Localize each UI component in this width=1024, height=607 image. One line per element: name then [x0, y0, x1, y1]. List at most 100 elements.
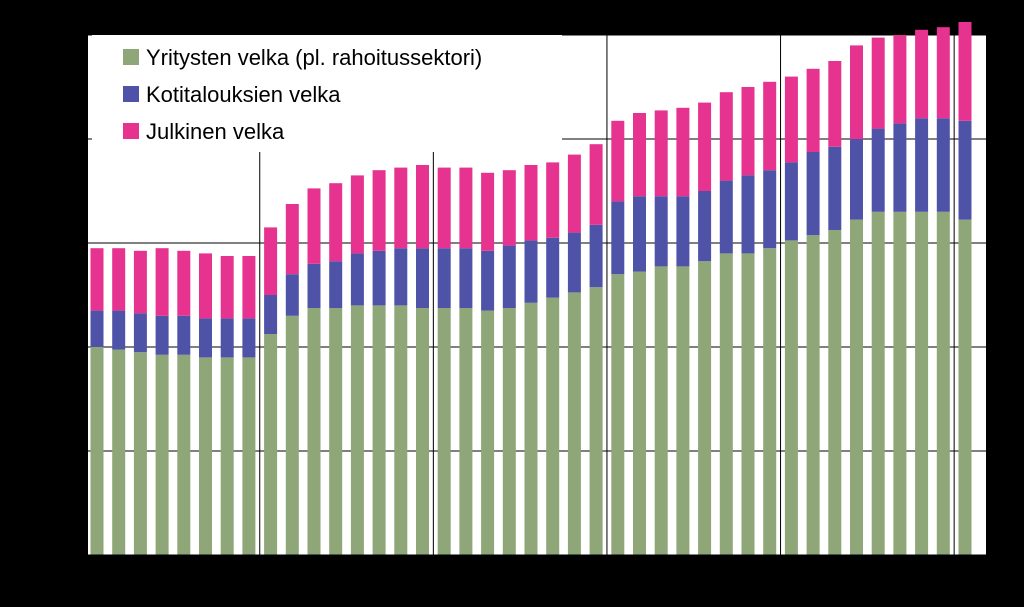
legend-box [92, 35, 562, 152]
bar-kotitalouksien-velka [481, 250, 495, 311]
bar-julkinen-velka [481, 172, 495, 251]
bar-yritysten-velka-pl-rahoitussektori [155, 354, 169, 555]
bar-kotitalouksien-velka [741, 175, 755, 254]
bar-kotitalouksien-velka [893, 123, 907, 212]
bar-kotitalouksien-velka [199, 318, 212, 358]
bar-kotitalouksien-velka [437, 248, 451, 308]
bar-kotitalouksien-velka [285, 274, 299, 316]
bar-kotitalouksien-velka [567, 232, 581, 293]
bar-julkinen-velka [850, 45, 863, 139]
bar-julkinen-velka [394, 167, 408, 249]
bar-yritysten-velka-pl-rahoitussektori [850, 219, 863, 555]
bar-kotitalouksien-velka [589, 224, 603, 288]
bar-yritysten-velka-pl-rahoitussektori [329, 308, 343, 555]
bar-yritysten-velka-pl-rahoitussektori [871, 211, 885, 556]
bar-yritysten-velka-pl-rahoitussektori [437, 308, 451, 555]
bar-yritysten-velka-pl-rahoitussektori [958, 219, 972, 555]
bar-yritysten-velka-pl-rahoitussektori [915, 211, 929, 556]
bar-julkinen-velka [307, 188, 321, 264]
bar-kotitalouksien-velka [676, 196, 690, 267]
bar-kotitalouksien-velka [633, 196, 646, 272]
bar-kotitalouksien-velka [936, 118, 950, 212]
bar-kotitalouksien-velka [502, 245, 516, 308]
bar-kotitalouksien-velka [242, 318, 256, 358]
bar-julkinen-velka [285, 204, 299, 275]
bar-yritysten-velka-pl-rahoitussektori [936, 211, 950, 556]
bar-kotitalouksien-velka [611, 201, 625, 275]
bar-julkinen-velka [763, 81, 777, 171]
bar-julkinen-velka [502, 170, 516, 246]
bar-yritysten-velka-pl-rahoitussektori [763, 248, 777, 555]
bar-yritysten-velka-pl-rahoitussektori [220, 357, 234, 555]
bar-yritysten-velka-pl-rahoitussektori [546, 297, 560, 555]
bar-julkinen-velka [611, 120, 625, 202]
bar-kotitalouksien-velka [329, 261, 343, 308]
bar-julkinen-velka [589, 144, 603, 225]
legend-swatch [123, 123, 139, 139]
bar-julkinen-velka [633, 113, 646, 197]
bar-yritysten-velka-pl-rahoitussektori [416, 308, 429, 555]
bar-julkinen-velka [112, 248, 126, 311]
bar-julkinen-velka [329, 183, 343, 262]
bar-yritysten-velka-pl-rahoitussektori [524, 302, 538, 555]
bar-kotitalouksien-velka [850, 139, 863, 220]
bar-kotitalouksien-velka [546, 237, 560, 298]
bar-kotitalouksien-velka [177, 315, 191, 355]
bar-yritysten-velka-pl-rahoitussektori [372, 305, 386, 555]
bar-kotitalouksien-velka [264, 295, 278, 334]
legend-swatch [123, 86, 139, 102]
bar-julkinen-velka [654, 110, 668, 197]
bar-yritysten-velka-pl-rahoitussektori [893, 211, 907, 556]
bars [90, 22, 972, 556]
bar-julkinen-velka [437, 167, 451, 249]
bar-kotitalouksien-velka [524, 240, 538, 303]
bar-julkinen-velka [350, 175, 364, 254]
bar-kotitalouksien-velka [654, 196, 668, 267]
bar-julkinen-velka [199, 253, 212, 319]
bar-julkinen-velka [719, 92, 733, 181]
bar-kotitalouksien-velka [112, 310, 126, 350]
bar-yritysten-velka-pl-rahoitussektori [611, 274, 625, 555]
bar-julkinen-velka [915, 29, 929, 119]
bar-yritysten-velka-pl-rahoitussektori [350, 305, 364, 555]
legend-label: Kotitalouksien velka [146, 82, 341, 107]
bar-yritysten-velka-pl-rahoitussektori [502, 308, 516, 555]
bar-kotitalouksien-velka [90, 310, 104, 347]
bar-julkinen-velka [741, 87, 755, 176]
bar-kotitalouksien-velka [828, 146, 842, 230]
bar-julkinen-velka [90, 248, 104, 311]
bar-yritysten-velka-pl-rahoitussektori [112, 349, 126, 555]
legend-label: Yritysten velka (pl. rahoitussektori) [146, 45, 482, 70]
legend-swatch [123, 49, 139, 65]
bar-kotitalouksien-velka [416, 248, 429, 308]
bar-yritysten-velka-pl-rahoitussektori [394, 305, 408, 555]
bar-julkinen-velka [459, 167, 473, 249]
bar-yritysten-velka-pl-rahoitussektori [567, 292, 581, 555]
bar-kotitalouksien-velka [350, 253, 364, 306]
bar-julkinen-velka [372, 170, 386, 251]
bar-kotitalouksien-velka [958, 120, 972, 220]
bar-kotitalouksien-velka [806, 152, 820, 236]
bar-julkinen-velka [806, 68, 820, 152]
bar-julkinen-velka [220, 256, 234, 319]
bar-kotitalouksien-velka [719, 180, 733, 254]
bar-julkinen-velka [264, 227, 278, 295]
bar-yritysten-velka-pl-rahoitussektori [242, 357, 256, 555]
bar-yritysten-velka-pl-rahoitussektori [784, 240, 798, 555]
bar-kotitalouksien-velka [459, 248, 473, 308]
bar-kotitalouksien-velka [871, 128, 885, 212]
bar-yritysten-velka-pl-rahoitussektori [589, 287, 603, 555]
bar-julkinen-velka [155, 248, 169, 316]
bar-kotitalouksien-velka [307, 263, 321, 308]
bar-yritysten-velka-pl-rahoitussektori [285, 315, 299, 555]
bar-julkinen-velka [698, 102, 712, 191]
bar-yritysten-velka-pl-rahoitussektori [698, 261, 712, 555]
legend-label: Julkinen velka [146, 119, 285, 144]
bar-yritysten-velka-pl-rahoitussektori [133, 352, 147, 555]
bar-kotitalouksien-velka [133, 313, 147, 353]
bar-julkinen-velka [242, 256, 256, 319]
bar-julkinen-velka [784, 76, 798, 163]
bar-yritysten-velka-pl-rahoitussektori [676, 266, 690, 555]
bar-kotitalouksien-velka [155, 315, 169, 355]
